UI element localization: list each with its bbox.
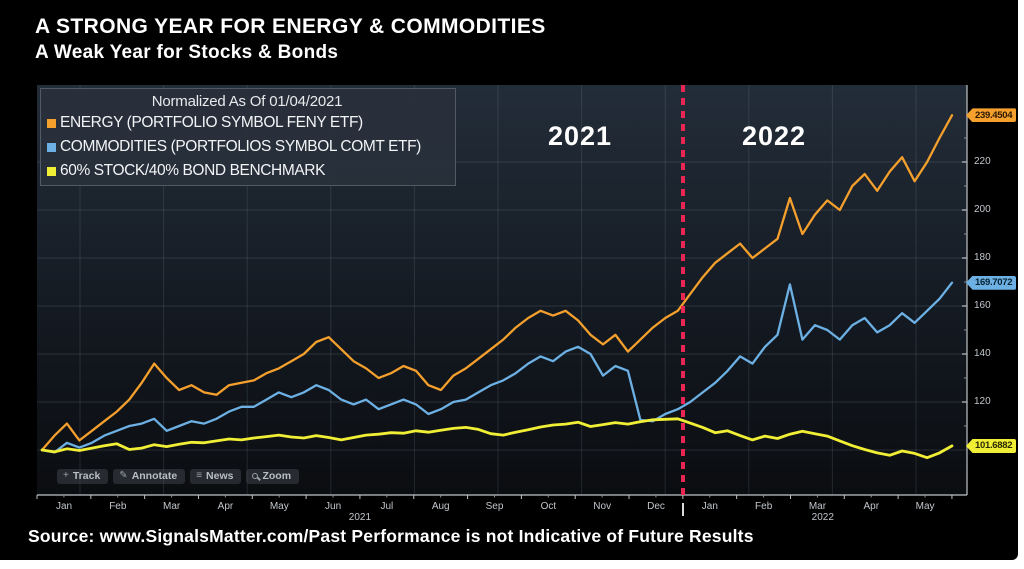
track-button[interactable]: + Track <box>57 469 109 484</box>
x-axis-label: Jan <box>55 501 73 512</box>
magnifier-icon <box>252 473 259 479</box>
energy-swatch-icon <box>47 118 56 128</box>
legend-item-label: 60% STOCK/40% BOND BENCHMARK <box>60 162 326 179</box>
commodities-swatch-icon <box>47 142 56 152</box>
chart-panel: A STRONG YEAR FOR ENERGY & COMMODITIES A… <box>0 0 1018 560</box>
y-axis-label: 200 <box>974 204 991 215</box>
x-axis-label: Aug <box>431 501 450 512</box>
x-axis-label: Dec <box>647 501 665 512</box>
y-axis-label: 180 <box>974 252 991 263</box>
annotate-button[interactable]: ✎ Annotate <box>113 469 186 484</box>
series-line-2 <box>40 417 954 460</box>
annotation-year-2021: 2021 <box>548 121 613 151</box>
x-axis-label: Sep <box>485 501 504 512</box>
last-price-value: 239.4504 <box>975 109 1013 121</box>
last-price-value: 101.6882 <box>975 440 1013 452</box>
x-axis-label: Feb <box>109 501 127 512</box>
plus-icon: + <box>63 470 69 481</box>
x-axis-year-label: 2022 <box>811 512 834 523</box>
x-axis-label: Oct <box>540 501 557 512</box>
source-attribution: Source: www.SignalsMatter.com/Past Perfo… <box>28 526 754 546</box>
axis-year-separator <box>682 503 684 516</box>
x-axis-label: May <box>269 501 289 512</box>
x-axis-label: Feb <box>755 501 773 512</box>
x-axis-label: Mar <box>808 501 827 512</box>
x-axis-year-label: 2021 <box>348 512 372 523</box>
legend-item-label: ENERGY (PORTFOLIO SYMBOL FENY ETF) <box>60 114 363 131</box>
legend-item-energy: ENERGY (PORTFOLIO SYMBOL FENY ETF) <box>47 111 447 135</box>
track-button-label: Track <box>72 470 101 482</box>
last-price-tag-2: 101.6882 <box>966 438 1017 453</box>
benchmark-swatch-icon <box>47 166 56 176</box>
zoom-button[interactable]: Zoom <box>246 469 300 484</box>
x-axis-label: Jun <box>325 501 342 512</box>
news-icon: ≡ <box>196 470 203 481</box>
y-axis-label: 120 <box>974 396 991 407</box>
page-subtitle: A Weak Year for Stocks & Bonds <box>35 42 339 63</box>
series-line-1 <box>40 281 954 454</box>
legend-item-benchmark: 60% STOCK/40% BOND BENCHMARK <box>47 159 447 183</box>
last-price-tag-1: 169.7072 <box>966 275 1017 290</box>
y-axis-label: 160 <box>974 300 991 311</box>
series-line-0 <box>40 114 954 452</box>
y-axis-label: 140 <box>974 348 991 359</box>
annotation-year-2022: 2022 <box>742 121 807 151</box>
legend-item-commodities: COMMODITIES (PORTFOLIOS SYMBOL COMT ETF) <box>47 135 447 159</box>
x-axis-label: Mar <box>163 501 181 512</box>
news-button[interactable]: ≡ News <box>190 469 242 484</box>
news-button-label: News <box>206 470 234 482</box>
x-axis-label: Apr <box>863 501 880 512</box>
legend-title: Normalized As Of 01/04/2021 <box>151 93 343 110</box>
year-divider-line <box>681 85 685 495</box>
page-title: A STRONG YEAR FOR ENERGY & COMMODITIES <box>35 15 546 38</box>
x-axis-label: Jan <box>701 501 718 512</box>
chart-legend: Normalized As Of 01/04/2021 ENERGY (PORT… <box>40 88 456 186</box>
x-axis-label: Jul <box>380 501 394 512</box>
x-axis-label: Apr <box>217 501 234 512</box>
last-price-value: 169.7072 <box>975 277 1013 289</box>
zoom-button-label: Zoom <box>262 470 292 482</box>
y-axis-label: 220 <box>974 156 991 167</box>
x-axis-label: Nov <box>593 501 612 512</box>
chart-toolbar: + Track ✎ Annotate ≡ News Zoom <box>57 469 300 484</box>
x-axis-label: May <box>915 501 935 512</box>
last-price-tag-0: 239.4504 <box>966 108 1017 123</box>
legend-item-label: COMMODITIES (PORTFOLIOS SYMBOL COMT ETF) <box>60 138 421 155</box>
pencil-icon: ✎ <box>119 470 128 481</box>
annotate-button-label: Annotate <box>131 470 178 482</box>
